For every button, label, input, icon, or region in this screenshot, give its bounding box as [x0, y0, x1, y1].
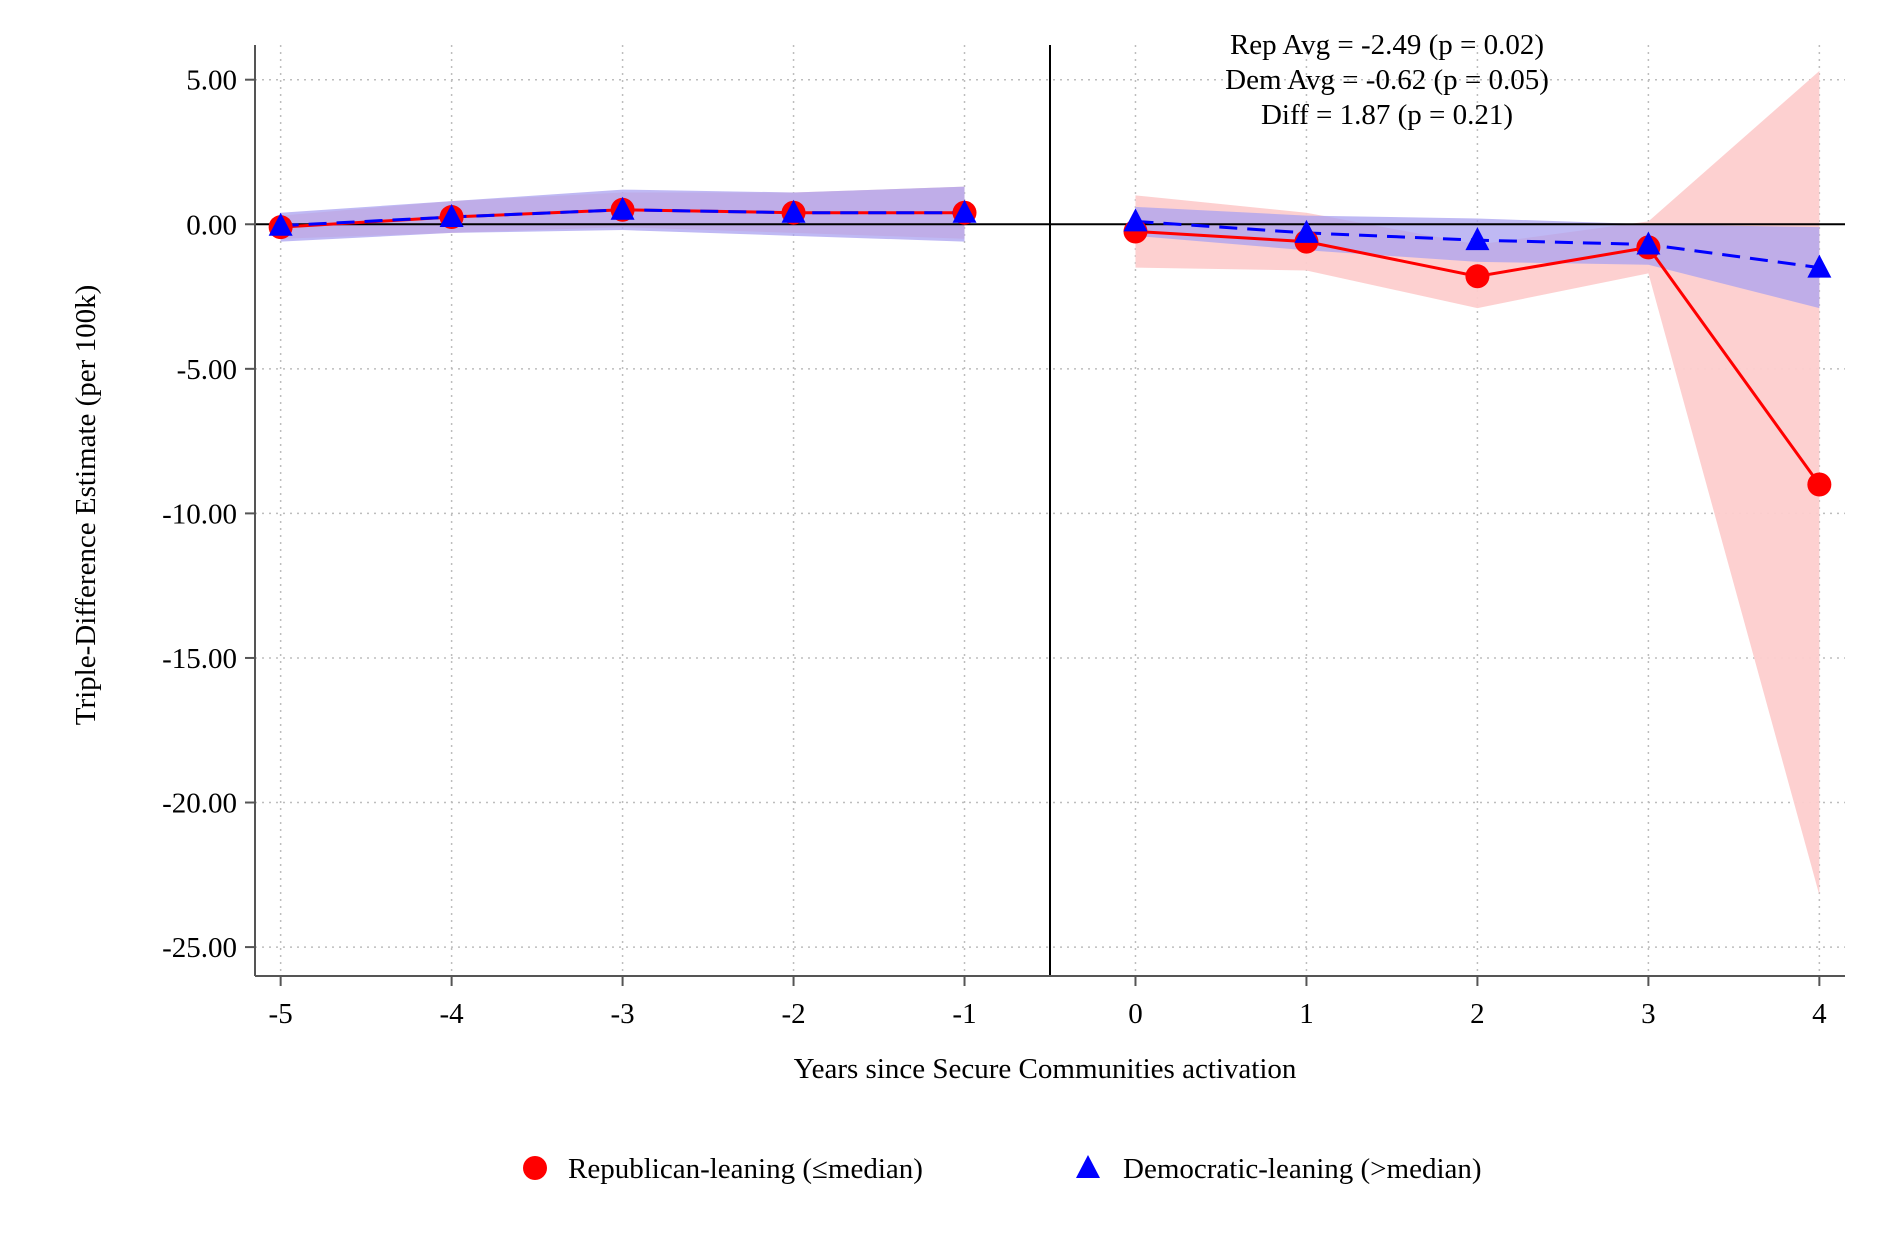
legend-marker-republican	[523, 1156, 547, 1180]
series-markers	[268, 196, 1832, 497]
point-republican	[1465, 264, 1490, 289]
point-democratic	[1636, 231, 1661, 255]
x-tick-label: 1	[1299, 998, 1314, 1030]
y-tick-label: -25.00	[162, 932, 237, 964]
x-tick-label: 4	[1812, 998, 1827, 1030]
y-tick-label: 5.00	[186, 65, 237, 97]
y-axis-label: Triple-Difference Estimate (per 100k)	[70, 285, 102, 726]
annotation-diff: Diff = 1.87 (p = 0.21)	[1261, 99, 1513, 131]
annotations: Rep Avg = -2.49 (p = 0.02) Dem Avg = -0.…	[1225, 29, 1549, 131]
legend-marker-democratic	[1076, 1155, 1100, 1178]
x-tick-label: 0	[1128, 998, 1143, 1030]
point-democratic	[268, 212, 293, 236]
x-tick-label: -1	[952, 998, 976, 1030]
x-tick-label: -5	[269, 998, 293, 1030]
y-tick-label: -20.00	[162, 788, 237, 820]
legend: Republican-leaning (≤median) Democratic-…	[523, 1153, 1482, 1185]
x-tick-label: -2	[781, 998, 805, 1030]
annotation-dem-avg: Dem Avg = -0.62 (p = 0.05)	[1225, 64, 1549, 96]
legend-label-republican: Republican-leaning (≤median)	[568, 1153, 923, 1185]
y-tick-label: -5.00	[177, 354, 237, 386]
point-democratic	[1123, 208, 1148, 232]
point-republican	[1807, 472, 1832, 497]
point-democratic	[1807, 254, 1832, 278]
reference-lines	[255, 45, 1845, 976]
annotation-rep-avg: Rep Avg = -2.49 (p = 0.02)	[1230, 29, 1544, 61]
x-tick-label: 2	[1470, 998, 1485, 1030]
x-tick-label: 3	[1641, 998, 1656, 1030]
axes: 5.00 0.00 -5.00 -10.00 -15.00 -20.00 -25.00 -5 -…	[162, 45, 1845, 1030]
point-democratic	[610, 196, 635, 220]
point-democratic	[781, 199, 806, 223]
legend-label-democratic: Democratic-leaning (>median)	[1123, 1153, 1482, 1185]
point-democratic	[952, 199, 977, 223]
x-tick-label: -4	[440, 998, 465, 1030]
point-democratic	[1294, 219, 1319, 243]
ci-band-republican	[1135, 71, 1820, 896]
point-democratic	[1465, 227, 1490, 251]
x-tick-label: -3	[610, 998, 634, 1030]
point-democratic	[439, 204, 464, 228]
y-tick-label: -15.00	[162, 643, 237, 675]
x-axis-label: Years since Secure Communities activatio…	[794, 1053, 1297, 1085]
y-tick-label: -10.00	[162, 498, 237, 530]
y-tick-label: 0.00	[186, 209, 237, 241]
